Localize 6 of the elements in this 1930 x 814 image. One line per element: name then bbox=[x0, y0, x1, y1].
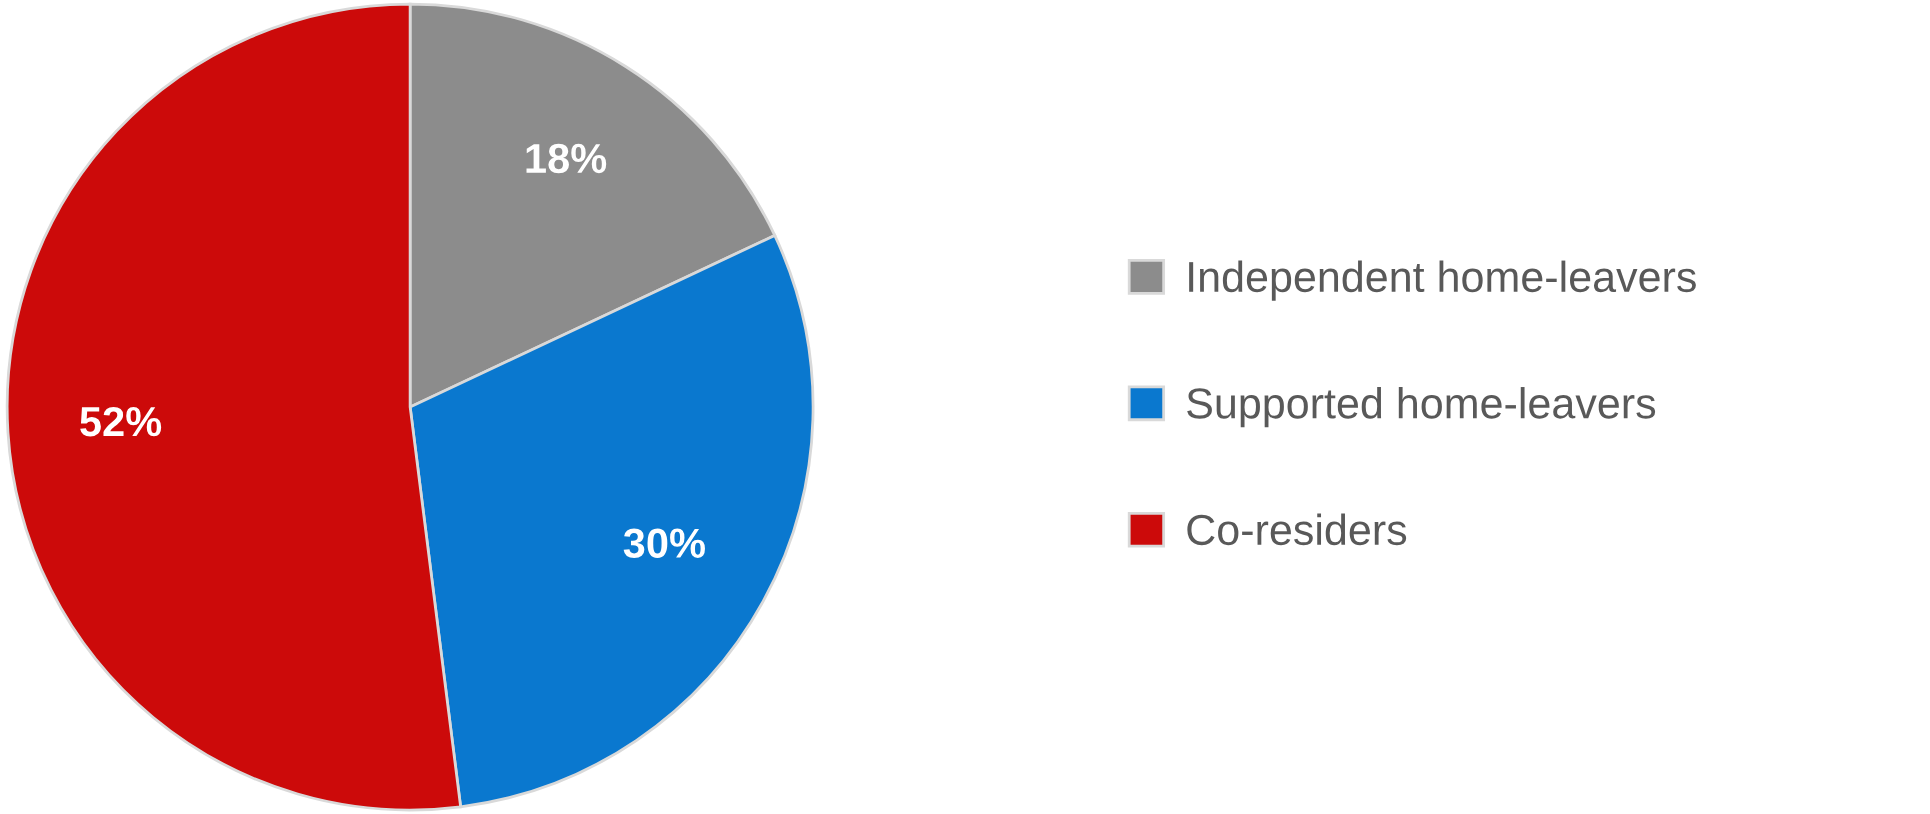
data-label: 18% bbox=[526, 143, 607, 174]
legend-label: Independent home-leavers bbox=[1189, 260, 1696, 301]
data-label: 30% bbox=[623, 528, 705, 559]
legend-label: Co-residers bbox=[1187, 513, 1407, 546]
legend-label: Supported home-leavers bbox=[1187, 387, 1656, 428]
data-label: 52% bbox=[80, 406, 162, 437]
